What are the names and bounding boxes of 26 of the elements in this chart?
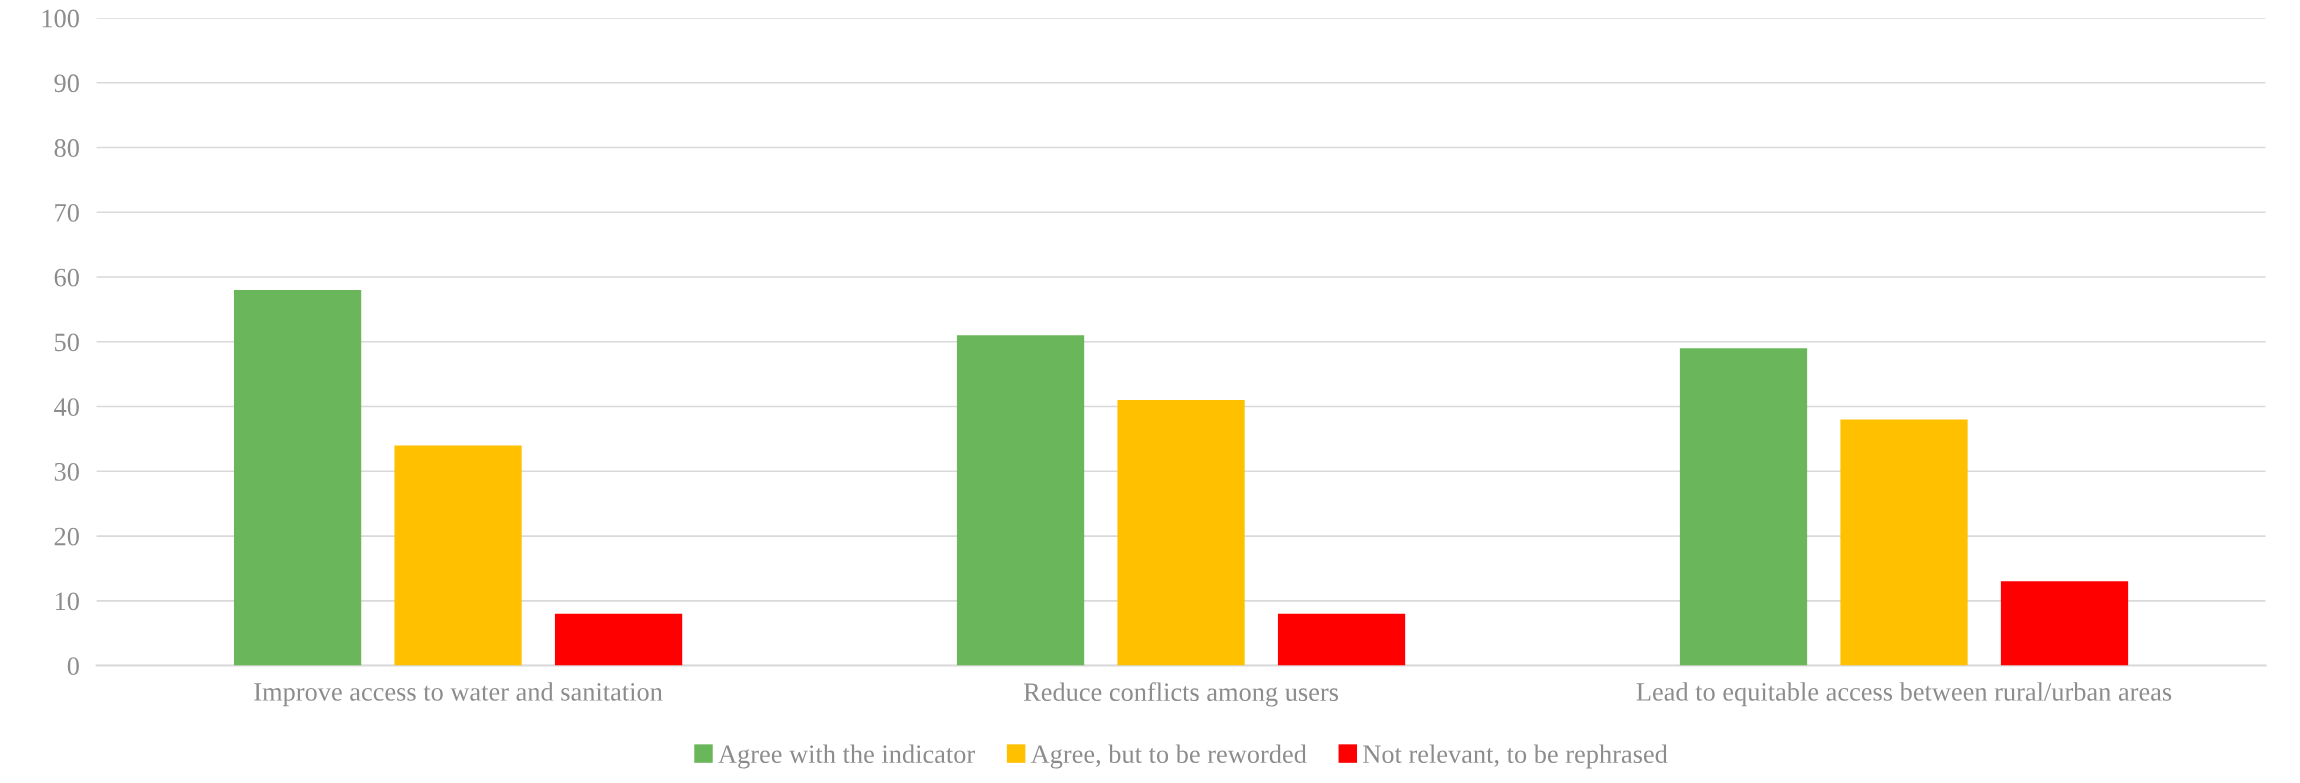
x-tick-label: Lead to equitable access between rural/urban areas [1636, 682, 2172, 707]
y-tick-label: 20 [54, 527, 79, 546]
legend-label: Agree with the indicator [718, 744, 975, 769]
bar [233, 289, 362, 666]
legend-label: Not relevant, to be rephrased [1363, 744, 1668, 769]
y-tick-label: 90 [54, 74, 79, 93]
bar [1277, 613, 1406, 666]
bar [1679, 348, 1808, 666]
bar [956, 335, 1085, 666]
legend-label: Agree, but to be reworded [1030, 744, 1307, 769]
y-tick-label: 70 [55, 203, 79, 222]
y-tick-label: 40 [54, 398, 79, 416]
y-tick-label: 50 [55, 333, 79, 352]
bar [2000, 581, 2129, 666]
y-tick-label: 0 [67, 657, 79, 675]
y-tick-label: 60 [54, 268, 79, 287]
x-tick-label: Improve access to water and sanitation [254, 682, 663, 707]
bar [394, 445, 522, 666]
y-tick-label: 100 [42, 9, 79, 28]
y-tick-label: 10 [55, 592, 79, 611]
bar [1840, 419, 1968, 666]
bar [554, 613, 683, 666]
y-tick-label: 80 [54, 139, 79, 157]
x-tick-label: Reduce conflicts among users [1023, 682, 1339, 707]
bar [1117, 400, 1245, 666]
y-tick-label: 30 [54, 462, 79, 481]
